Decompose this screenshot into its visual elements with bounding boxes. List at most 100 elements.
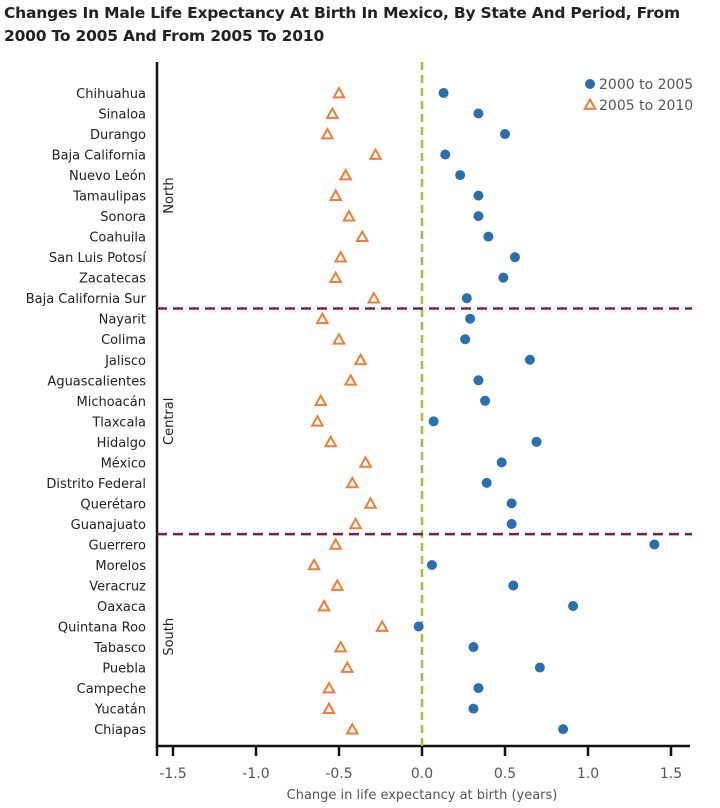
- state-label: Durango: [90, 128, 146, 143]
- point-2000-2005: [473, 211, 484, 222]
- x-tick-label: 0.0: [411, 766, 433, 782]
- point-2000-2005: [426, 559, 437, 570]
- point-2000-2005: [531, 436, 542, 447]
- state-label: Colima: [101, 333, 146, 348]
- state-label: Chiapas: [94, 723, 146, 738]
- state-label: Hidalgo: [97, 436, 146, 451]
- point-2000-2005: [473, 683, 484, 694]
- state-label: Puebla: [102, 662, 146, 677]
- state-label: Coahuila: [89, 231, 146, 246]
- region-label: South: [162, 618, 177, 656]
- point-2005-2010: [363, 496, 378, 509]
- point-2000-2005: [468, 703, 479, 714]
- state-label: Yucatán: [94, 703, 146, 718]
- x-tick-label: 0.5: [494, 766, 516, 782]
- point-2000-2005: [428, 416, 439, 427]
- state-label: Jalisco: [104, 354, 146, 369]
- point-2000-2005: [465, 313, 476, 324]
- point-2000-2005: [508, 580, 519, 591]
- point-2000-2005: [481, 477, 492, 488]
- legend-label-2000-2005: 2000 to 2005: [599, 77, 693, 93]
- point-2005-2010: [328, 188, 343, 201]
- state-label: Nayarit: [99, 313, 146, 328]
- point-2000-2005: [473, 375, 484, 386]
- point-2005-2010: [333, 250, 348, 263]
- point-2005-2010: [368, 147, 383, 160]
- point-2005-2010: [342, 209, 356, 222]
- point-2005-2010: [328, 270, 343, 284]
- state-label: Quintana Roo: [58, 621, 146, 636]
- x-tick-label: -1.5: [159, 766, 186, 782]
- point-2000-2005: [496, 457, 507, 468]
- point-2005-2010: [310, 414, 325, 427]
- point-2005-2010: [307, 557, 322, 571]
- point-2005-2010: [353, 352, 368, 366]
- state-label: Morelos: [95, 559, 146, 574]
- region-label: Central: [162, 398, 177, 445]
- point-2005-2010: [332, 332, 346, 345]
- point-2000-2005: [455, 170, 466, 181]
- state-label: Querétaro: [80, 497, 146, 512]
- point-2005-2010: [343, 373, 358, 386]
- state-label: Guanajuato: [71, 518, 146, 533]
- x-tick-label: -0.5: [325, 766, 352, 782]
- point-2000-2005: [498, 272, 509, 283]
- point-2005-2010: [375, 619, 390, 632]
- state-label: Guerrero: [89, 538, 147, 553]
- point-2005-2010: [320, 126, 335, 140]
- point-2005-2010: [323, 434, 338, 448]
- state-label: Sonora: [100, 210, 146, 225]
- x-tick-label: 1.5: [660, 766, 682, 782]
- point-2000-2005: [568, 601, 579, 611]
- point-2000-2005: [509, 252, 520, 263]
- point-2005-2010: [313, 393, 328, 407]
- point-2005-2010: [328, 537, 343, 550]
- state-label: Baja California: [52, 149, 146, 164]
- point-2005-2010: [358, 455, 373, 468]
- legend-marker-2000-2005: [585, 79, 595, 89]
- state-label: Tlaxcala: [91, 415, 146, 430]
- legend-marker-2005-2010: [583, 97, 597, 110]
- point-2000-2005: [473, 108, 484, 119]
- point-2005-2010: [348, 516, 363, 530]
- point-2000-2005: [558, 724, 569, 735]
- point-2000-2005: [440, 149, 451, 160]
- point-2005-2010: [333, 639, 348, 653]
- point-2000-2005: [506, 518, 517, 529]
- point-2005-2010: [315, 311, 330, 325]
- point-2005-2010: [366, 291, 381, 304]
- state-label: Distrito Federal: [46, 477, 146, 492]
- legend-label-2005-2010: 2005 to 2010: [599, 98, 693, 114]
- point-2000-2005: [473, 190, 484, 201]
- state-label: Oaxaca: [97, 600, 146, 615]
- x-tick-label: 1.0: [577, 766, 599, 782]
- state-label: Tamaulipas: [72, 190, 146, 205]
- chart-title: Changes In Male Life Expectancy At Birth…: [4, 4, 680, 45]
- state-label: Chihuahua: [76, 87, 146, 102]
- state-label: Campeche: [77, 682, 146, 697]
- point-2000-2005: [524, 354, 535, 365]
- point-2000-2005: [506, 498, 517, 509]
- state-label: México: [101, 456, 146, 471]
- state-label: Michoacán: [77, 395, 147, 410]
- point-2005-2010: [332, 85, 346, 99]
- point-2000-2005: [460, 334, 471, 345]
- x-tick-label: -1.0: [242, 766, 269, 782]
- point-2005-2010: [340, 660, 355, 673]
- point-2000-2005: [438, 88, 449, 98]
- region-label: North: [162, 177, 177, 213]
- point-2005-2010: [345, 475, 360, 489]
- point-2005-2010: [355, 229, 370, 242]
- point-2005-2010: [317, 598, 331, 612]
- point-2000-2005: [649, 539, 660, 550]
- state-label: Tabasco: [93, 641, 146, 656]
- point-2000-2005: [500, 129, 510, 140]
- point-2005-2010: [338, 168, 353, 181]
- state-label: Zacatecas: [79, 272, 146, 287]
- state-label: Baja California Sur: [26, 292, 147, 307]
- point-2005-2010: [325, 106, 340, 119]
- point-2000-2005: [468, 642, 479, 653]
- state-label: Aguascalientes: [47, 374, 146, 389]
- point-2000-2005: [461, 293, 472, 304]
